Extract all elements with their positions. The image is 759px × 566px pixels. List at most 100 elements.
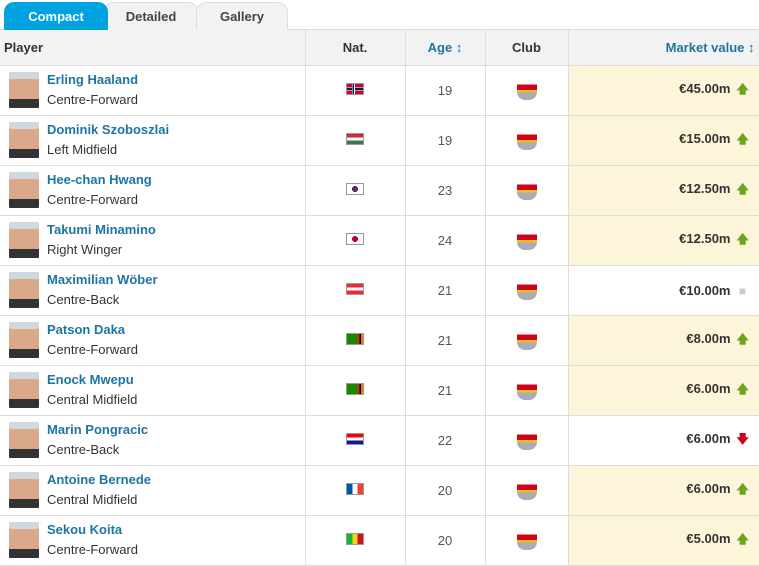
flag-icon	[346, 382, 364, 395]
arrow-up-icon: 🡅	[736, 531, 749, 546]
market-value[interactable]: €6.00m	[686, 380, 731, 396]
market-value[interactable]: €6.00m	[686, 430, 731, 446]
player-photo[interactable]	[9, 272, 39, 308]
table-row: Maximilian Wöber Centre-Back 21 €10.00m ■	[0, 265, 759, 316]
player-photo[interactable]	[9, 72, 39, 108]
flag-icon	[346, 282, 364, 295]
player-age: 24	[405, 215, 486, 266]
table-row: Marin Pongracic Centre-Back 22 €6.00m 🡇	[0, 415, 759, 466]
arrow-up-icon: 🡅	[736, 331, 749, 346]
table-row: Erling Haaland Centre-Forward 19 €45.00m…	[0, 65, 759, 116]
player-position: Left Midfield	[47, 142, 118, 157]
market-value[interactable]: €6.00m	[686, 480, 731, 496]
flag-icon	[346, 182, 364, 195]
club-crest-icon[interactable]	[516, 427, 537, 450]
table-row: Enock Mwepu Central Midfield 21 €6.00m 🡅	[0, 365, 759, 416]
market-value[interactable]: €12.50m	[679, 230, 731, 246]
arrow-up-icon: 🡅	[736, 381, 749, 396]
club-crest-icon[interactable]	[516, 477, 537, 500]
flag-icon	[346, 82, 364, 95]
player-position: Centre-Forward	[47, 92, 139, 107]
player-name-link[interactable]: Takumi Minamino	[47, 222, 156, 237]
player-name-link[interactable]: Patson Daka	[47, 322, 126, 337]
player-photo[interactable]	[9, 472, 39, 508]
header-market-value-sort[interactable]: Market value ↕	[568, 30, 759, 66]
arrow-up-icon: 🡅	[736, 231, 749, 246]
flag-icon	[346, 132, 364, 145]
player-photo[interactable]	[9, 322, 39, 358]
view-tabs: Compact Detailed Gallery	[0, 0, 759, 30]
club-crest-icon[interactable]	[516, 177, 537, 200]
table-row: Hee-chan Hwang Centre-Forward 23 €12.50m…	[0, 165, 759, 216]
flag-icon	[346, 232, 364, 245]
arrow-up-icon: 🡅	[736, 481, 749, 496]
header-nat: Nat.	[305, 30, 406, 66]
player-name-link[interactable]: Antoine Bernede	[47, 472, 152, 487]
player-name-link[interactable]: Marin Pongracic	[47, 422, 149, 437]
market-value[interactable]: €15.00m	[679, 130, 731, 146]
tab-gallery[interactable]: Gallery	[196, 2, 288, 30]
player-age: 19	[405, 115, 486, 166]
flag-icon	[346, 482, 364, 495]
player-name-link[interactable]: Sekou Koita	[47, 522, 123, 537]
player-photo[interactable]	[9, 222, 39, 258]
table-row: Dominik Szoboszlai Left Midfield 19 €15.…	[0, 115, 759, 166]
player-age: 23	[405, 165, 486, 216]
flag-icon	[346, 532, 364, 545]
player-position: Centre-Forward	[47, 342, 139, 357]
market-value[interactable]: €5.00m	[686, 530, 731, 546]
club-crest-icon[interactable]	[516, 77, 537, 100]
flag-icon	[346, 432, 364, 445]
market-value[interactable]: €12.50m	[679, 180, 731, 196]
market-value[interactable]: €8.00m	[686, 330, 731, 346]
player-name-link[interactable]: Erling Haaland	[47, 72, 139, 87]
player-position: Central Midfield	[47, 392, 138, 407]
player-name-link[interactable]: Maximilian Wöber	[47, 272, 158, 287]
player-age: 19	[405, 65, 486, 116]
table-row: Antoine Bernede Central Midfield 20 €6.0…	[0, 465, 759, 516]
header-player: Player	[0, 30, 306, 66]
market-value[interactable]: €10.00m	[679, 282, 731, 298]
player-position: Right Winger	[47, 242, 123, 257]
player-photo[interactable]	[9, 372, 39, 408]
player-photo[interactable]	[9, 522, 39, 558]
club-crest-icon[interactable]	[516, 127, 537, 150]
header-age-sort[interactable]: Age ↕	[405, 30, 486, 66]
player-age: 21	[405, 265, 486, 316]
market-value[interactable]: €45.00m	[679, 80, 731, 96]
club-crest-icon[interactable]	[516, 377, 537, 400]
player-position: Central Midfield	[47, 492, 138, 507]
player-age: 21	[405, 365, 486, 416]
player-photo[interactable]	[9, 172, 39, 208]
player-age: 20	[405, 515, 486, 566]
tab-detailed[interactable]: Detailed	[104, 2, 198, 30]
player-age: 20	[405, 465, 486, 516]
player-position: Centre-Back	[47, 292, 120, 307]
club-crest-icon[interactable]	[516, 527, 537, 550]
arrow-up-icon: 🡅	[736, 131, 749, 146]
player-photo[interactable]	[9, 122, 39, 158]
player-photo[interactable]	[9, 422, 39, 458]
tab-compact[interactable]: Compact	[4, 2, 108, 30]
player-name-link[interactable]: Dominik Szoboszlai	[47, 122, 170, 137]
player-position: Centre-Forward	[47, 192, 139, 207]
club-crest-icon[interactable]	[516, 277, 537, 300]
flag-icon	[346, 332, 364, 345]
players-table: Player Nat. Age ↕ Club Market value ↕ Er…	[0, 30, 759, 566]
header-club: Club	[485, 30, 569, 66]
arrow-up-icon: 🡅	[736, 81, 749, 96]
table-row: Takumi Minamino Right Winger 24 €12.50m 🡅	[0, 215, 759, 266]
player-age: 22	[405, 415, 486, 466]
player-position: Centre-Forward	[47, 542, 139, 557]
no-change-icon: ■	[738, 283, 747, 298]
player-age: 21	[405, 315, 486, 366]
arrow-up-icon: 🡅	[736, 181, 749, 196]
club-crest-icon[interactable]	[516, 227, 537, 250]
player-name-link[interactable]: Enock Mwepu	[47, 372, 134, 387]
player-position: Centre-Back	[47, 442, 120, 457]
player-name-link[interactable]: Hee-chan Hwang	[47, 172, 152, 187]
table-row: Sekou Koita Centre-Forward 20 €5.00m 🡅	[0, 515, 759, 566]
club-crest-icon[interactable]	[516, 327, 537, 350]
table-row: Patson Daka Centre-Forward 21 €8.00m 🡅	[0, 315, 759, 366]
arrow-down-icon: 🡇	[736, 431, 749, 446]
